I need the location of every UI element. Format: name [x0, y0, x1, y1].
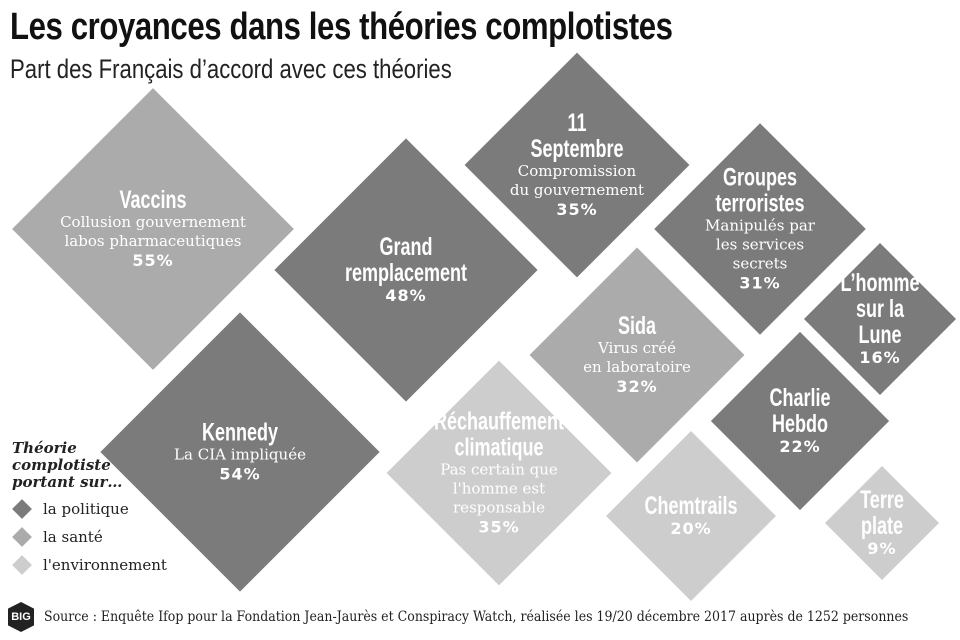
diamond-6: [710, 331, 890, 511]
legend-item-environnement: l'environnement: [12, 555, 167, 575]
diamond-label: Vaccins Collusion gouvernement labos phar…: [60, 187, 246, 271]
theory-description: La CIA impliquée: [174, 445, 306, 464]
diamond-swatch-icon: [12, 499, 32, 519]
theory-name: Vaccins: [119, 186, 187, 214]
diamond-label: Chemtrails 20%: [626, 493, 755, 539]
diamond-label: L’homme sur la Lune 16%: [825, 270, 935, 368]
theory-value: 20%: [670, 519, 712, 538]
theory-value: 16%: [859, 348, 901, 367]
diamond-label: Charlie Hebdo 22%: [758, 385, 843, 457]
theory-description: Compromission du gouvernement: [509, 162, 645, 199]
theory-value: 35%: [556, 200, 598, 219]
diamond-label: Kennedy La CIA impliquée 54%: [174, 420, 306, 485]
theory-value: 48%: [385, 286, 427, 305]
diamond-label: Terre plate 9%: [843, 487, 921, 559]
diamond-label: 11 Septembre Compromission du gouvernemen…: [510, 110, 644, 220]
theory-value: 31%: [739, 273, 781, 293]
legend-label: la santé: [43, 528, 103, 546]
diamond-10: [825, 466, 939, 580]
diamond-1: [274, 138, 538, 402]
theory-name: 11 Septembre: [530, 109, 624, 163]
theory-name: Terre plate: [860, 486, 904, 540]
theory-description: Virus créé en laboratoire: [583, 339, 691, 376]
legend: Théorie complotiste portant sur… la poli…: [12, 440, 167, 575]
big-logo-icon: BIG: [8, 602, 34, 632]
diamond-5: [804, 243, 956, 395]
diamond-8: [386, 360, 612, 586]
theory-description: Manipulés par les services secrets: [705, 216, 815, 273]
theory-name: Groupes terroristes: [715, 163, 805, 218]
source-text: Source : Enquête Ifop pour la Fondation …: [44, 609, 909, 625]
diamond-9: [606, 431, 776, 601]
footer: BIG Source : Enquête Ifop pour la Fondat…: [8, 602, 960, 632]
theory-value: 32%: [616, 377, 658, 396]
diamond-label: Réchauffement climatique Pas certain que …: [409, 409, 590, 538]
legend-item-sante: la santé: [12, 527, 167, 547]
theory-name: Kennedy: [201, 418, 279, 447]
theory-name: Chemtrails: [644, 492, 738, 520]
theory-description: Pas certain que l'homme est responsable: [440, 460, 558, 517]
diamond-4: [529, 247, 745, 463]
theory-value: 54%: [219, 464, 261, 484]
theory-name: L’homme sur la Lune: [840, 269, 920, 349]
diamond-0: [12, 88, 294, 370]
theory-name: Grand remplacement: [344, 233, 468, 287]
page-title: Les croyances dans les théories comploti…: [10, 6, 673, 48]
diamond-3: [654, 123, 866, 335]
theory-value: 35%: [478, 517, 520, 537]
theory-description: Collusion gouvernement labos pharmaceuti…: [60, 213, 246, 250]
theory-name: Sida: [617, 312, 657, 340]
theory-name: Réchauffement climatique: [433, 407, 565, 462]
theory-name: Charlie Hebdo: [769, 384, 831, 438]
page-subtitle: Part des Français d’accord avec ces théo…: [10, 54, 452, 84]
theory-value: 9%: [867, 539, 897, 558]
legend-title: Théorie complotiste portant sur…: [12, 439, 123, 491]
legend-label: l'environnement: [43, 556, 167, 574]
theory-value: 55%: [132, 251, 174, 270]
diamond-2: [464, 52, 690, 278]
diamond-swatch-icon: [12, 555, 32, 575]
diamond-7: [100, 312, 380, 592]
theory-value: 22%: [779, 437, 821, 456]
diamond-swatch-icon: [12, 527, 32, 547]
diamond-label: Grand remplacement 48%: [321, 234, 491, 306]
legend-item-politique: la politique: [12, 499, 167, 519]
legend-label: la politique: [43, 500, 129, 518]
diamond-label: Groupes terroristes Manipulés par les ser…: [698, 165, 822, 294]
diamond-label: Sida Virus créé en laboratoire 32%: [583, 313, 691, 397]
